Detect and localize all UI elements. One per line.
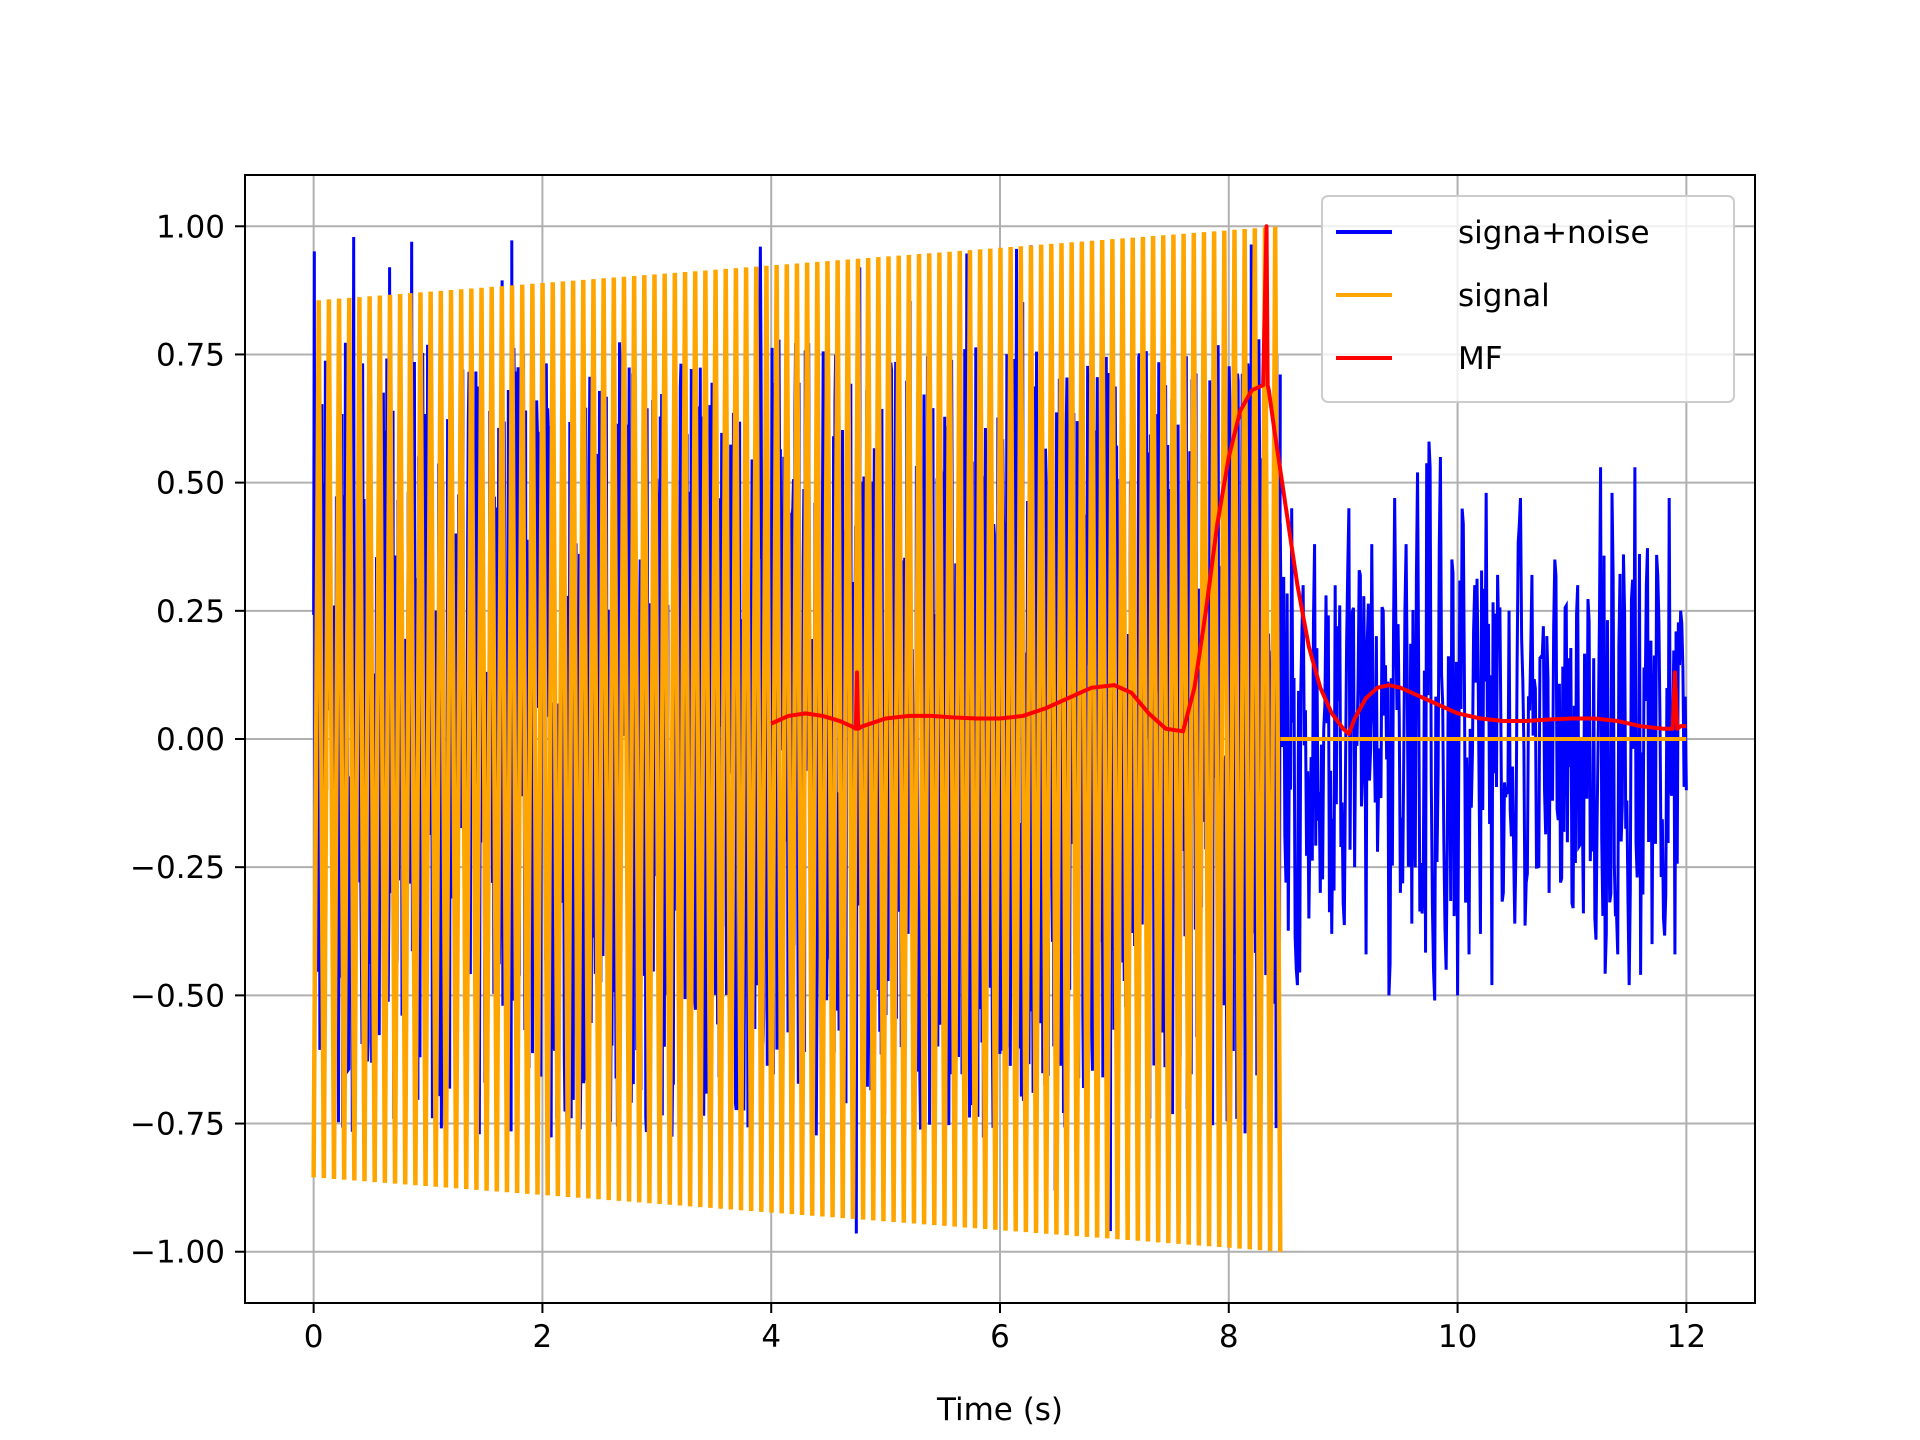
series-mf — [770, 224, 1687, 736]
legend: signa+noise signal MF — [1321, 195, 1735, 403]
series-signa-noise-tail — [1278, 441, 1688, 1001]
y-tick-label: 0.75 — [156, 337, 225, 373]
legend-label: signal — [1458, 278, 1550, 314]
x-tick-label: 4 — [761, 1319, 781, 1355]
y-tick-label: 0.50 — [156, 466, 225, 502]
legend-box — [1321, 195, 1735, 403]
x-axis: 0 2 4 6 8 10 12 — [304, 1303, 1706, 1355]
x-tick-label: 2 — [533, 1319, 553, 1355]
x-tick-label: 12 — [1667, 1319, 1706, 1355]
x-tick-label: 10 — [1438, 1319, 1477, 1355]
y-tick-label: 0.00 — [156, 722, 225, 758]
legend-label: MF — [1458, 341, 1503, 377]
y-tick-label: −1.00 — [130, 1235, 225, 1271]
series-signal-chirp — [311, 226, 1283, 1252]
legend-label: signa+noise — [1458, 215, 1650, 251]
y-tick-label: −0.75 — [130, 1107, 225, 1143]
series-group — [311, 224, 1688, 1252]
y-tick-label: −0.25 — [130, 850, 225, 886]
x-tick-label: 8 — [1219, 1319, 1239, 1355]
y-axis: 1.00 0.75 0.50 0.25 0.00 −0.25 −0.50 −0.75 −1.00 — [130, 209, 245, 1271]
y-tick-label: 0.25 — [156, 594, 225, 630]
x-tick-label: 6 — [990, 1319, 1010, 1355]
plot-area: 0 2 4 6 8 10 12 1.00 0.75 0.50 0.25 0.00 −0.25 −0.50… — [130, 174, 1756, 1428]
x-tick-label: 0 — [304, 1319, 324, 1355]
x-axis-label: Time (s) — [936, 1392, 1063, 1428]
y-tick-label: −0.50 — [130, 978, 225, 1014]
y-tick-label: 1.00 — [156, 209, 225, 245]
